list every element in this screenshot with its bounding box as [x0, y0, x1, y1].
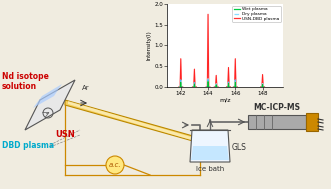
Polygon shape	[215, 85, 217, 87]
Polygon shape	[193, 82, 196, 87]
Text: MC-ICP-MS: MC-ICP-MS	[253, 103, 300, 112]
Bar	[248, 115, 306, 129]
Polygon shape	[260, 74, 264, 87]
Polygon shape	[207, 79, 210, 87]
Polygon shape	[192, 69, 197, 87]
Polygon shape	[261, 83, 264, 87]
Text: a.c.: a.c.	[109, 162, 121, 168]
Polygon shape	[25, 80, 75, 130]
Y-axis label: Intensity(I): Intensity(I)	[146, 30, 152, 60]
X-axis label: m/z: m/z	[219, 98, 231, 102]
Polygon shape	[68, 101, 198, 142]
Polygon shape	[33, 84, 62, 108]
Polygon shape	[65, 100, 200, 143]
Polygon shape	[227, 84, 230, 87]
Text: Ar: Ar	[82, 85, 90, 91]
Legend: Wet plasma, Dry plasma, USN-DBD plasma: Wet plasma, Dry plasma, USN-DBD plasma	[232, 6, 281, 22]
Polygon shape	[214, 75, 218, 87]
Polygon shape	[190, 130, 230, 162]
Polygon shape	[207, 81, 209, 87]
Polygon shape	[179, 80, 182, 87]
Text: Ice bath: Ice bath	[196, 166, 224, 172]
Polygon shape	[234, 80, 237, 87]
Polygon shape	[179, 59, 183, 87]
Polygon shape	[180, 82, 182, 87]
Text: USN: USN	[55, 130, 75, 139]
Polygon shape	[227, 82, 230, 87]
Polygon shape	[206, 14, 210, 87]
Polygon shape	[215, 84, 218, 87]
Polygon shape	[261, 84, 264, 87]
Polygon shape	[226, 67, 230, 87]
Text: GLS: GLS	[232, 143, 247, 153]
Polygon shape	[233, 59, 237, 87]
Polygon shape	[193, 84, 196, 87]
Circle shape	[106, 156, 124, 174]
Text: Nd isotope
solution: Nd isotope solution	[2, 72, 49, 91]
Polygon shape	[191, 146, 229, 160]
Text: DBD plasma: DBD plasma	[2, 141, 54, 150]
Bar	[306, 113, 318, 131]
Polygon shape	[234, 82, 236, 87]
